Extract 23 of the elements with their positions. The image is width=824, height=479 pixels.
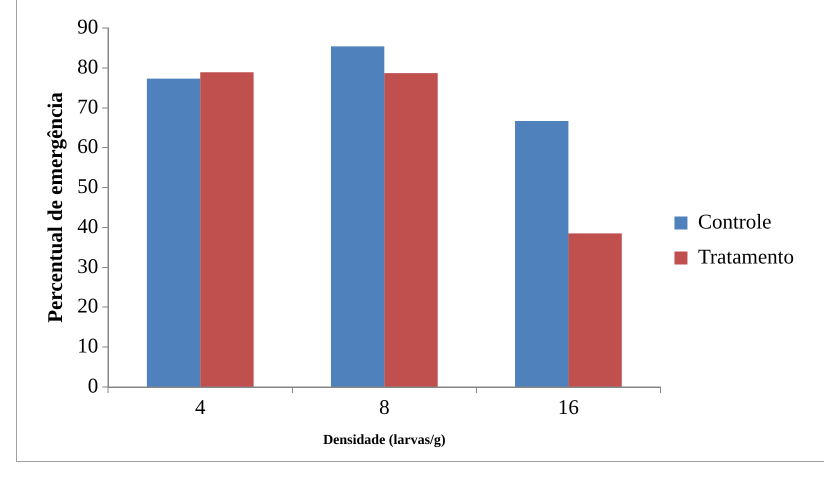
y-tick-label: 70 — [77, 94, 98, 118]
bar — [384, 73, 438, 386]
x-tick-label: 16 — [558, 395, 579, 420]
x-axis-title: Densidade (larvas/g) — [323, 433, 446, 448]
legend-label: Tratamento — [698, 244, 794, 269]
bar — [146, 78, 200, 386]
y-axis-title: Percentual de emergência — [43, 92, 68, 323]
y-tick-label: 90 — [77, 14, 98, 39]
y-tick-label: 60 — [77, 134, 98, 158]
x-tick-label: 4 — [194, 395, 206, 420]
y-tick-label: 30 — [77, 254, 98, 278]
y-tick-label: 50 — [77, 174, 98, 198]
y-tick-label: 10 — [77, 334, 98, 358]
bar — [568, 233, 622, 386]
y-tick-label: 20 — [77, 294, 98, 318]
x-tick-label: 8 — [379, 395, 390, 420]
y-tick-label: 40 — [77, 214, 98, 238]
bar — [330, 46, 384, 386]
bar — [515, 120, 568, 386]
y-tick-label: 80 — [77, 54, 98, 78]
legend-label: Controle — [698, 210, 772, 234]
y-tick-label: 0 — [88, 374, 98, 398]
bar — [200, 72, 254, 386]
